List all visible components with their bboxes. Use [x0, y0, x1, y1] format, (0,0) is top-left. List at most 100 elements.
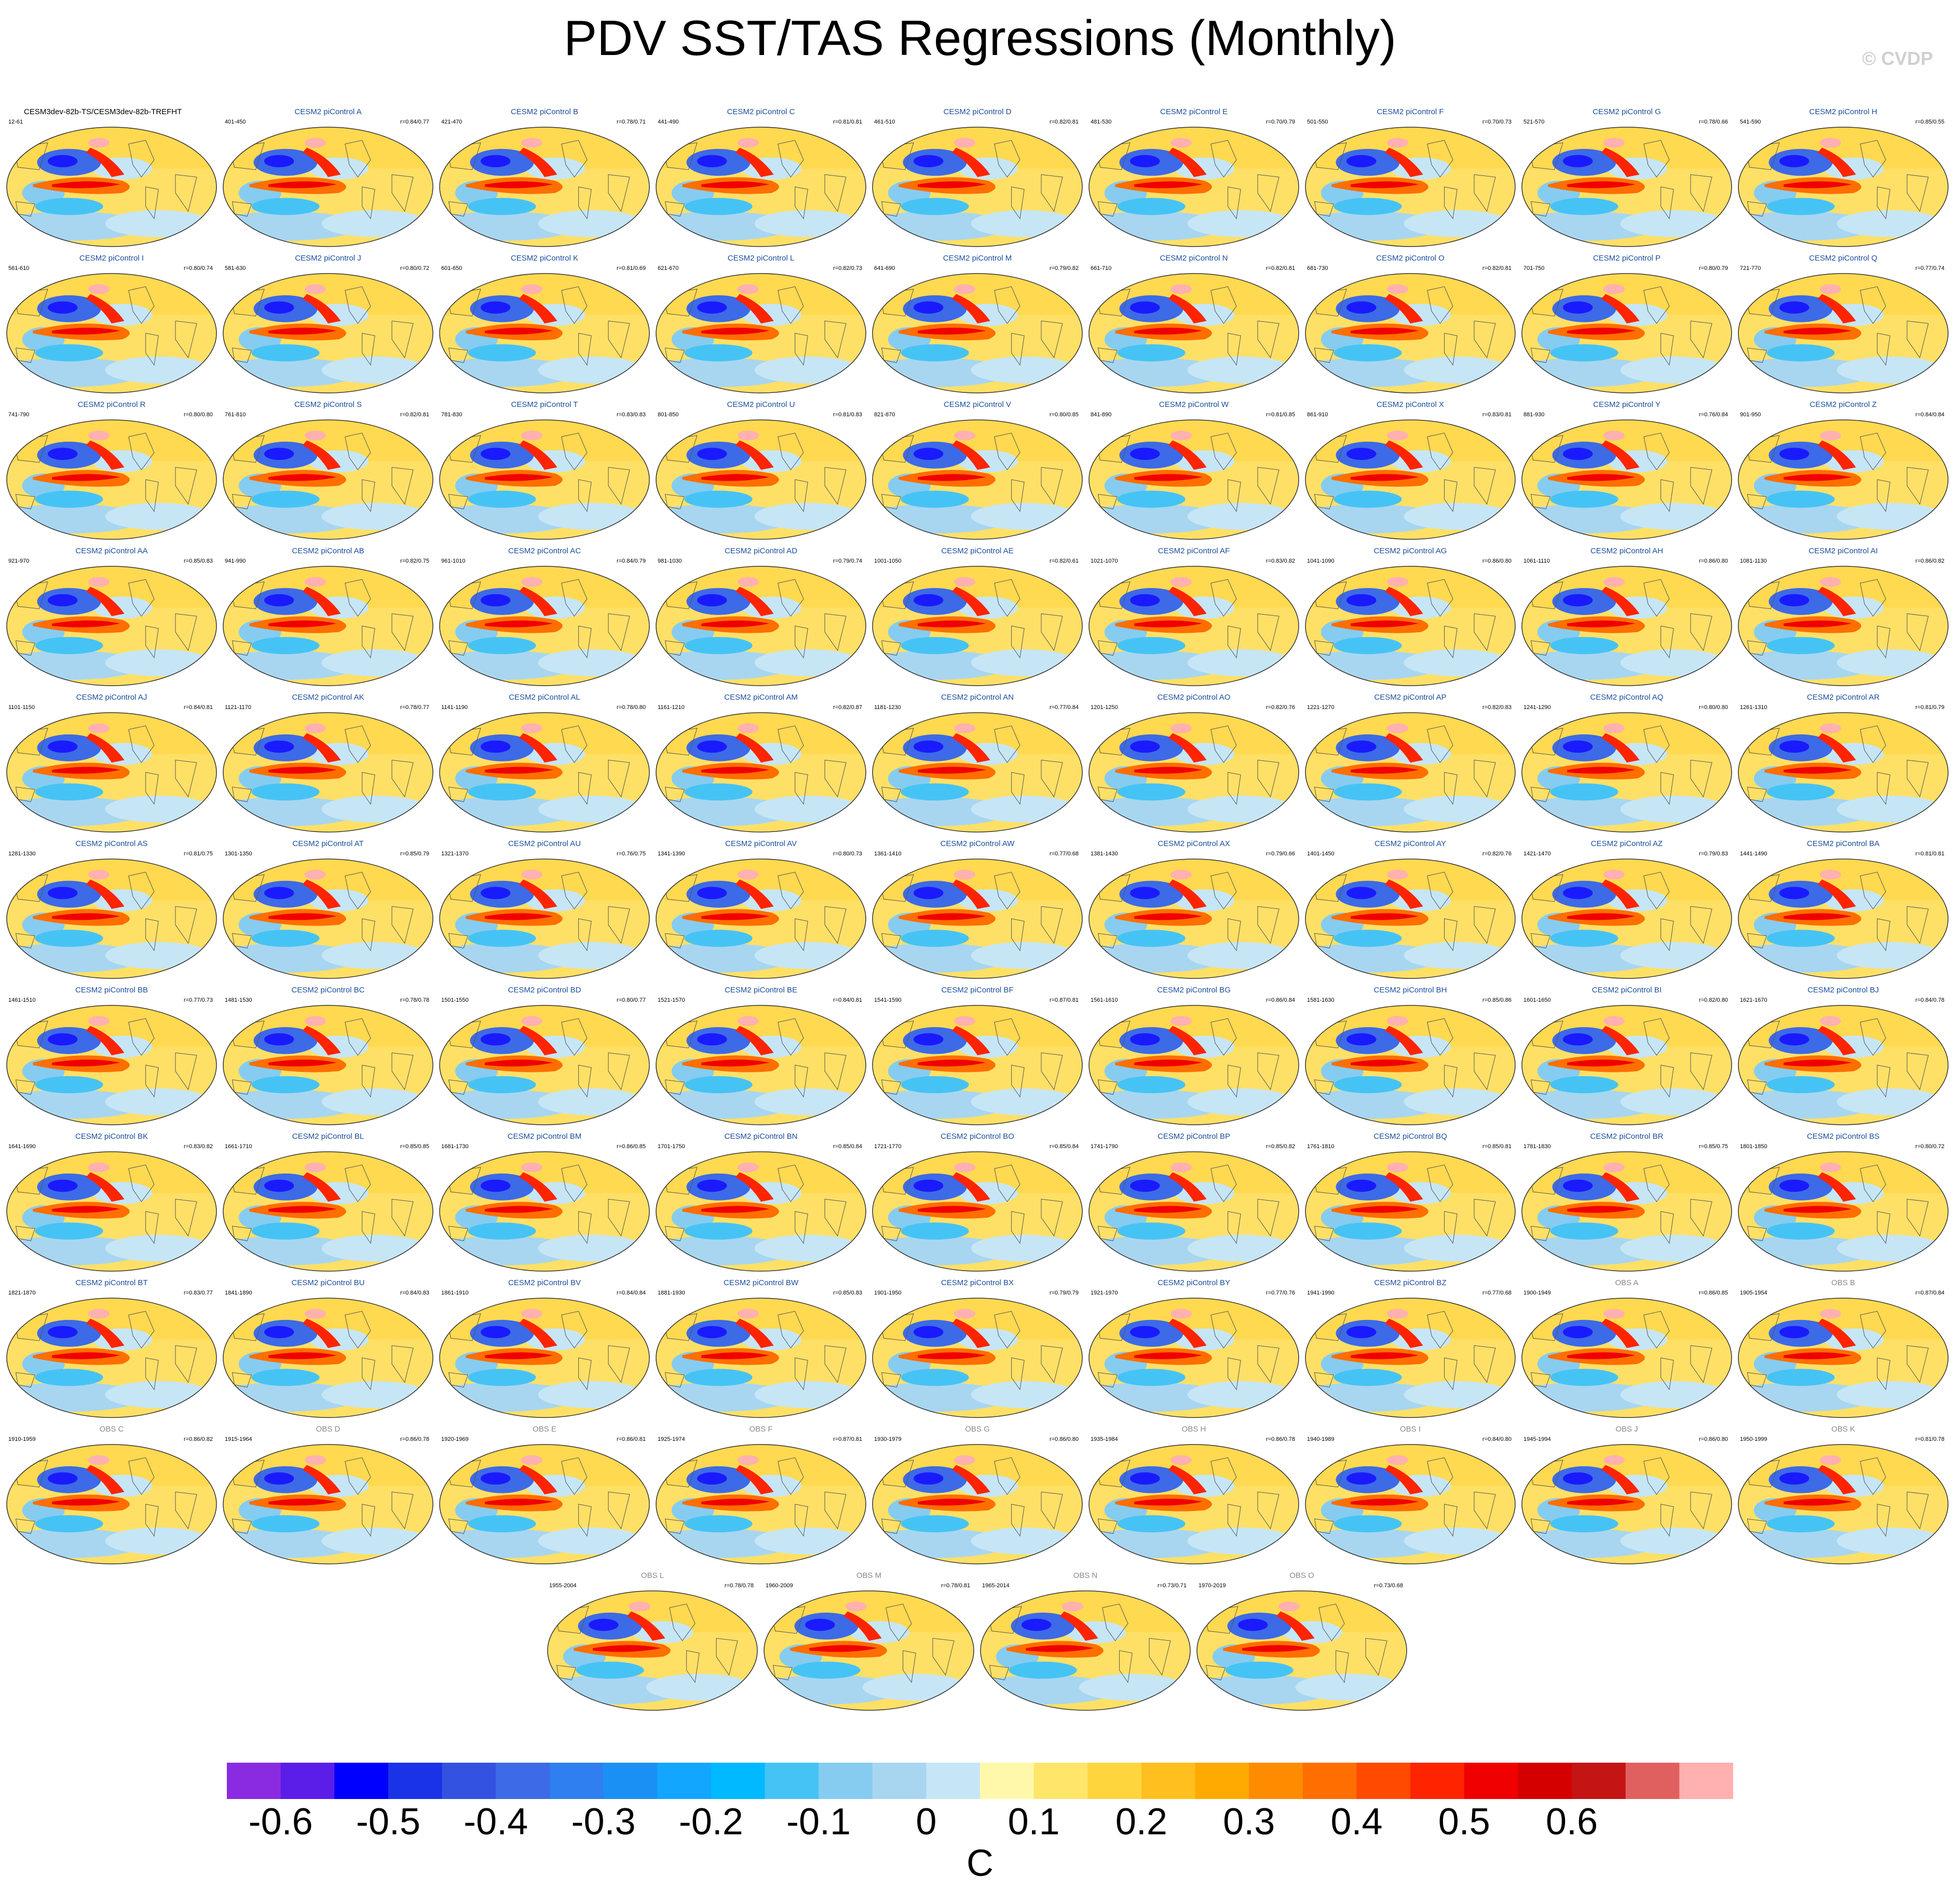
colorbar-swatch [549, 1763, 604, 1799]
regression-map [1305, 859, 1516, 979]
cvdp-watermark: © CVDP [1862, 48, 1933, 69]
regression-map [223, 1151, 433, 1272]
regression-map [1088, 566, 1299, 686]
panel-correlation: r=0.85/0.84 [1050, 1143, 1079, 1150]
panel-title: CESM2 piControl BL [292, 1132, 364, 1141]
panel-correlation: r=0.84/0.77 [400, 119, 429, 125]
panel-years: 1601-1650 [1523, 997, 1551, 1003]
panel-correlation: r=0.82/0.73 [833, 265, 862, 271]
map-panel: OBS K 1950-1999 r=0.81/0.78 [1737, 1424, 1950, 1567]
panel-title: CESM2 piControl S [294, 400, 362, 409]
panel-correlation: r=0.85/0.75 [1699, 1143, 1728, 1150]
panel-years: 1641-1690 [8, 1143, 36, 1150]
panel-years: 401-450 [225, 119, 246, 125]
colorbar-tick-label: -0.4 [464, 1801, 528, 1843]
panel-title: CESM2 piControl BH [1373, 986, 1447, 994]
regression-map [223, 1005, 433, 1125]
map-panel: CESM2 piControl BP 1741-1790 r=0.85/0.82 [1087, 1132, 1300, 1274]
map-panel: OBS E 1920-1969 r=0.86/0.81 [438, 1424, 651, 1567]
regression-map [656, 419, 866, 540]
panel-correlation: r=0.81/0.78 [1915, 1436, 1944, 1442]
panel-correlation: r=0.80/0.72 [400, 265, 429, 271]
panel-correlation: r=0.85/0.82 [1266, 1143, 1295, 1150]
panel-title: OBS B [1831, 1278, 1855, 1287]
regression-map [1738, 419, 1949, 540]
panel-title: CESM2 piControl AZ [1590, 839, 1663, 848]
panel-correlation: r=0.80/0.80 [184, 412, 213, 418]
panel-correlation: r=0.85/0.85 [400, 1143, 429, 1150]
panel-title: OBS O [1289, 1571, 1314, 1580]
map-panel: CESM2 piControl AG 1041-1090 r=0.86/0.80 [1304, 546, 1517, 689]
map-panel: CESM2 piControl BS 1801-1850 r=0.80/0.72 [1737, 1132, 1950, 1274]
panel-title: CESM2 piControl P [1592, 254, 1661, 263]
panel-years: 12-61 [8, 119, 23, 125]
regression-map [764, 1590, 974, 1711]
map-panel: CESM2 piControl R 741-790 r=0.80/0.80 [5, 400, 218, 542]
panel-years: 1960-2009 [766, 1583, 793, 1589]
panel-years: 1421-1470 [1523, 851, 1551, 857]
map-panel: CESM2 piControl M 641-690 r=0.79/0.82 [871, 253, 1084, 396]
panel-title: CESM2 piControl AO [1157, 693, 1231, 702]
panel-title: OBS G [965, 1425, 990, 1434]
panel-title: OBS A [1615, 1278, 1639, 1287]
panel-title: CESM2 piControl N [1160, 254, 1228, 263]
map-panel: OBS J 1945-1994 r=0.86/0.80 [1520, 1424, 1733, 1567]
colorbar-tick-label: 0.3 [1223, 1801, 1275, 1843]
map-panel: OBS M 1960-2009 r=0.78/0.81 [763, 1571, 975, 1713]
map-panel: CESM3dev-82b-TS/CESM3dev-82b-TREFHT 12-61 [5, 107, 218, 250]
map-panel: CESM2 piControl AP 1221-1270 r=0.82/0.83 [1304, 692, 1517, 835]
map-panel: CESM2 piControl L 621-670 r=0.82/0.73 [655, 253, 867, 396]
panel-title: CESM2 piControl BD [508, 986, 581, 994]
map-panel: CESM2 piControl BO 1721-1770 r=0.85/0.84 [871, 1132, 1084, 1274]
map-panel: CESM2 piControl Y 881-930 r=0.76/0.84 [1520, 400, 1733, 542]
regression-map [6, 419, 217, 540]
map-panel: OBS G 1930-1979 r=0.86/0.80 [871, 1424, 1084, 1567]
panel-correlation: r=0.80/0.79 [1699, 265, 1728, 271]
panel-correlation: r=0.83/0.81 [1482, 412, 1512, 418]
colorbar-swatch [1679, 1763, 1733, 1799]
regression-map [6, 1151, 217, 1272]
panel-years: 1021-1070 [1091, 558, 1118, 564]
colorbar-swatch [496, 1763, 550, 1799]
regression-map [439, 419, 650, 540]
colorbar-tick-label: -0.2 [678, 1801, 743, 1843]
regression-map [6, 859, 217, 979]
panel-correlation: r=0.77/0.84 [1050, 704, 1079, 711]
panel-years: 681-730 [1307, 265, 1328, 271]
panel-years: 981-1030 [658, 558, 682, 564]
map-panel: CESM2 piControl BJ 1621-1670 r=0.84/0.78 [1737, 985, 1950, 1128]
regression-map [1088, 1005, 1299, 1125]
regression-map [1196, 1590, 1407, 1711]
regression-map [6, 127, 217, 247]
panel-title: CESM2 piControl AB [292, 547, 364, 555]
map-panel: CESM2 piControl AV 1341-1390 r=0.80/0.73 [655, 839, 867, 982]
regression-map [1305, 1005, 1516, 1125]
regression-map [6, 1298, 217, 1418]
map-panel: CESM2 piControl E 481-530 r=0.70/0.79 [1087, 107, 1300, 250]
panel-years: 881-930 [1523, 412, 1545, 418]
regression-map [872, 1151, 1083, 1272]
colorbar-swatch [765, 1763, 819, 1799]
panel-title: CESM2 piControl AG [1373, 547, 1447, 555]
map-panel: CESM2 piControl BC 1481-1530 r=0.78/0.78 [222, 985, 434, 1128]
panel-correlation: r=0.85/0.81 [1482, 1143, 1512, 1150]
panel-correlation: r=0.82/0.81 [1482, 265, 1512, 271]
map-panel: CESM2 piControl I 561-610 r=0.80/0.74 [5, 253, 218, 396]
panel-years: 1461-1510 [8, 997, 36, 1003]
panel-correlation: r=0.82/0.61 [1050, 558, 1079, 564]
colorbar-swatch [872, 1763, 927, 1799]
regression-map [439, 1151, 650, 1272]
regression-map [1088, 273, 1299, 393]
regression-map [1305, 712, 1516, 833]
panel-years: 1905-1954 [1740, 1290, 1767, 1296]
panel-title: CESM2 piControl BR [1590, 1132, 1664, 1141]
panel-title: CESM2 piControl BG [1157, 986, 1231, 994]
panel-correlation: r=0.82/0.75 [400, 558, 429, 564]
colorbar-swatch [227, 1763, 281, 1799]
regression-map [656, 1005, 866, 1125]
regression-map [439, 1444, 650, 1564]
colorbar-swatch [1625, 1763, 1680, 1799]
panel-years: 1521-1570 [658, 997, 685, 1003]
panel-years: 1061-1110 [1523, 558, 1550, 564]
panel-title: CESM2 piControl M [943, 254, 1012, 263]
